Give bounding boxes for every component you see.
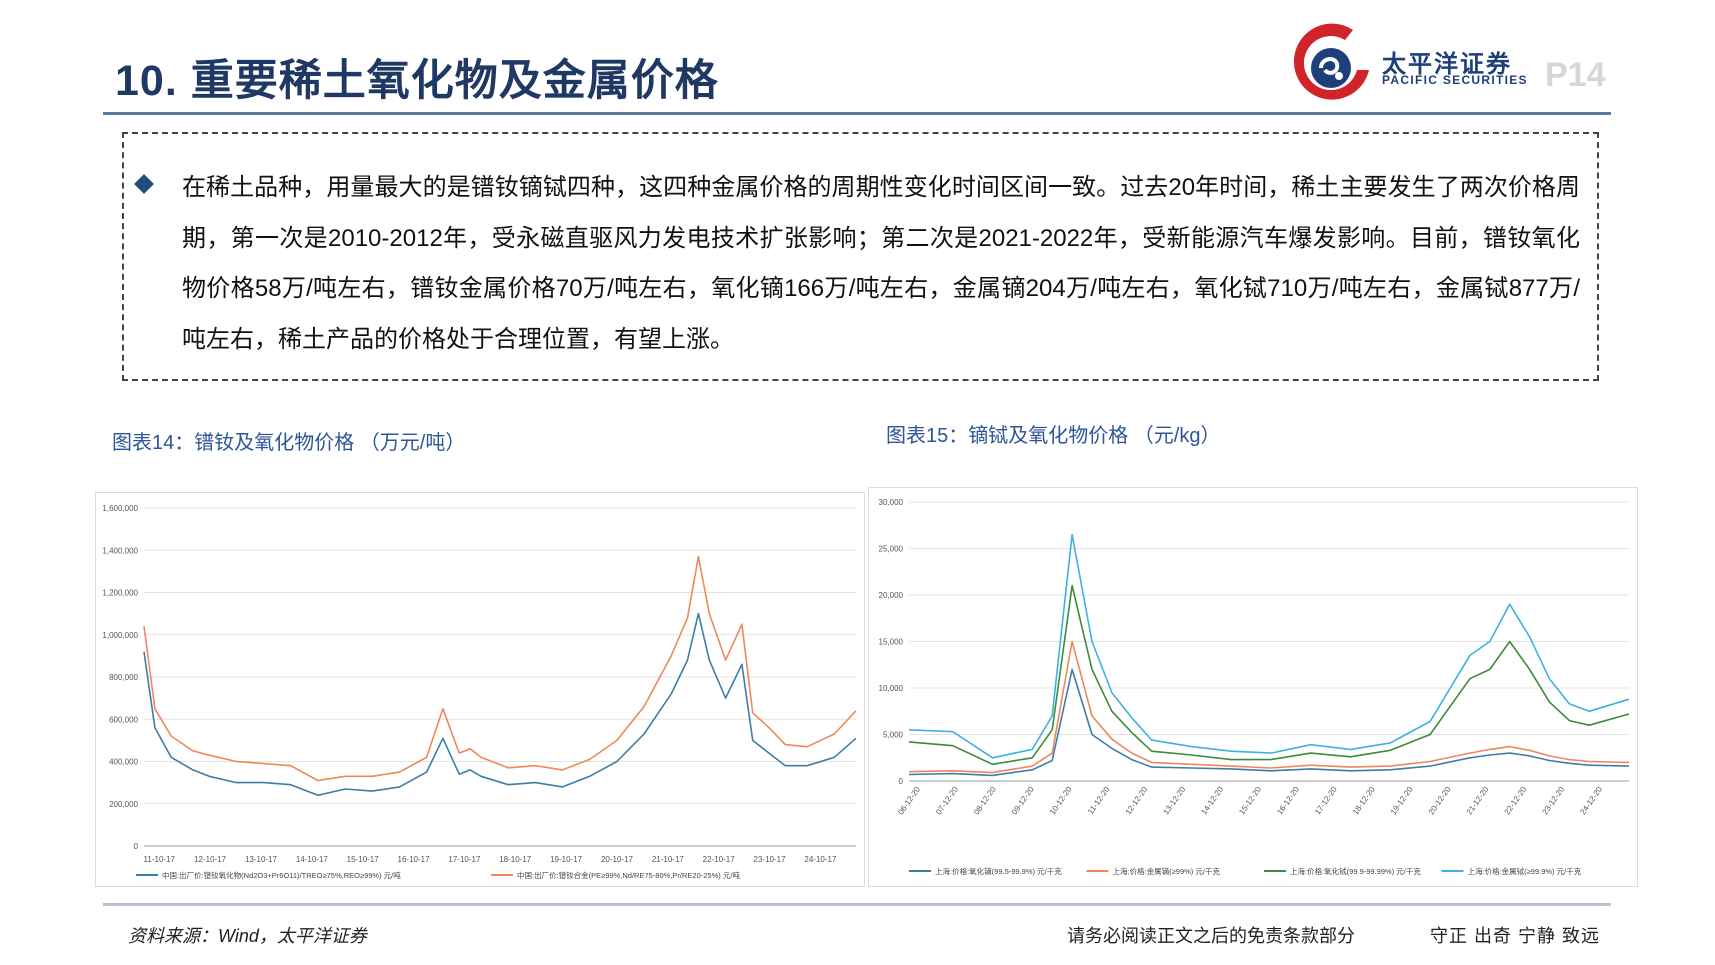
x-tick-label: 20-12-20: [1427, 785, 1453, 817]
legend-label: 上海:价格:金属铽(≥99.9%) 元/千克: [1468, 866, 1582, 876]
x-tick-label: 12-12-20: [1124, 785, 1150, 817]
logo-text-cn: 太平洋证券: [1382, 51, 1512, 78]
footer-divider: [103, 903, 1611, 906]
page-number: P14: [1545, 56, 1606, 94]
x-tick-label: 10-12-20: [1048, 785, 1074, 817]
source-note: 资料来源：Wind，太平洋证券: [128, 926, 367, 946]
y-tick-label: 800,000: [109, 673, 138, 682]
legend-label: 上海:价格:氧化铽(99.9-99.99%) 元/千克: [1290, 866, 1421, 876]
x-tick-label: 17-12-20: [1313, 785, 1339, 817]
x-tick-label: 13-10-17: [245, 855, 278, 864]
company-motto: 守正 出奇 宁静 致远: [1430, 926, 1601, 946]
x-tick-label: 15-12-20: [1237, 785, 1263, 817]
series-line-1: [908, 668, 1630, 777]
y-tick-label: 1,000,000: [102, 631, 138, 640]
y-tick-label: 10,000: [879, 684, 904, 693]
x-tick-label: 22-10-17: [703, 855, 736, 864]
y-tick-label: 20,000: [879, 591, 904, 600]
x-tick-label: 15-10-17: [347, 855, 380, 864]
legend-label: 中国:出厂价:镨钕氧化物(Nd2O3+Pr6O11)/TREO≥75%,REO≥…: [162, 870, 401, 880]
x-tick-label: 07-12-20: [934, 785, 960, 817]
x-tick-label: 20-10-17: [601, 855, 634, 864]
x-tick-label: 13-12-20: [1162, 785, 1188, 817]
summary-text: 在稀土品种，用量最大的是镨钕镝铽四种，这四种金属价格的周期性变化时间区间一致。过…: [182, 174, 1580, 353]
legend-label: 中国:出厂价:镨钕合金(PE≥99%,Nd/RE75-80%,Pr/RE20-2…: [517, 870, 740, 880]
y-tick-label: 400,000: [109, 758, 138, 767]
disclaimer-text: 请务必阅读正文之后的免责条款部分: [1067, 926, 1355, 946]
y-tick-label: 600,000: [109, 715, 138, 724]
figure-15-caption: 图表15：镝铽及氧化物价格 （元/kg）: [886, 425, 1221, 447]
x-tick-label: 08-12-20: [972, 785, 998, 817]
logo-text-en: PACIFIC SECURITIES: [1382, 73, 1528, 87]
x-tick-label: 24-12-20: [1578, 785, 1604, 817]
y-tick-label: 0: [899, 777, 904, 786]
x-tick-label: 23-12-20: [1540, 785, 1566, 817]
chart-panel-dysprosium-terbium: 0 5,000 10,000 15,000 20,000 25,000 30,000 06-1…: [868, 487, 1638, 887]
y-tick-label: 30,000: [879, 498, 904, 507]
x-tick-label: 17-10-17: [448, 855, 481, 864]
x-tick-label: 19-12-20: [1389, 785, 1415, 817]
x-tick-label: 22-12-20: [1503, 785, 1529, 817]
series-line-4: [908, 533, 1630, 759]
legend-label: 上海:价格:金属镝(≥99%) 元/千克: [1113, 866, 1221, 876]
x-tick-label: 21-12-20: [1465, 785, 1491, 817]
y-tick-label: 25,000: [879, 545, 904, 554]
legend-label: 上海:价格:氧化镝(99.5-99.9%) 元/千克: [935, 866, 1062, 876]
series-line-1: [143, 612, 857, 797]
x-tick-label: 18-10-17: [499, 855, 532, 864]
y-tick-label: 200,000: [109, 800, 138, 809]
company-logo: 太平洋证券 PACIFIC SECURITIES: [1285, 18, 1545, 110]
page-title: 10. 重要稀土氧化物及金属价格: [115, 57, 719, 105]
x-tick-label: 16-10-17: [398, 855, 431, 864]
x-tick-label: 24-10-17: [804, 855, 837, 864]
chart-dysprosium-terbium: 0 5,000 10,000 15,000 20,000 25,000 30,000 06-1…: [879, 498, 1630, 876]
y-tick-label: 1,600,000: [102, 504, 138, 513]
x-tick-label: 21-10-17: [652, 855, 685, 864]
x-tick-label: 14-12-20: [1199, 785, 1225, 817]
title-divider: [103, 112, 1611, 115]
y-tick-label: 5,000: [883, 731, 904, 740]
series-line-2: [143, 555, 857, 782]
x-tick-label: 14-10-17: [296, 855, 329, 864]
logo-emblem-icon: [1293, 23, 1369, 100]
series-line-3: [908, 584, 1630, 766]
x-tick-label: 11-12-20: [1086, 785, 1112, 816]
chart-praseodymium-neodymium: 0 200,000 400,000 600,000 800,000 1,000,000 1,…: [102, 504, 857, 880]
y-tick-label: 0: [134, 842, 139, 851]
summary-box: [122, 132, 1599, 381]
y-tick-label: 1,400,000: [102, 546, 138, 555]
series-line-2: [908, 640, 1630, 774]
chart-panel-praseodymium-neodymium: 0 200,000 400,000 600,000 800,000 1,000,000 1,…: [95, 492, 865, 887]
x-tick-label: 09-12-20: [1010, 785, 1036, 817]
x-tick-label: 16-12-20: [1275, 785, 1301, 817]
figure-14-caption: 图表14：镨钕及氧化物价格 （万元/吨）: [112, 432, 466, 454]
x-tick-label: 12-10-17: [194, 855, 227, 864]
x-tick-label: 06-12-20: [896, 785, 922, 817]
x-tick-label: 23-10-17: [754, 855, 787, 864]
y-tick-label: 1,200,000: [102, 589, 138, 598]
x-tick-label: 18-12-20: [1351, 785, 1377, 817]
y-tick-label: 15,000: [879, 638, 904, 647]
x-tick-label: 11-10-17: [144, 855, 176, 864]
x-tick-label: 19-10-17: [550, 855, 583, 864]
